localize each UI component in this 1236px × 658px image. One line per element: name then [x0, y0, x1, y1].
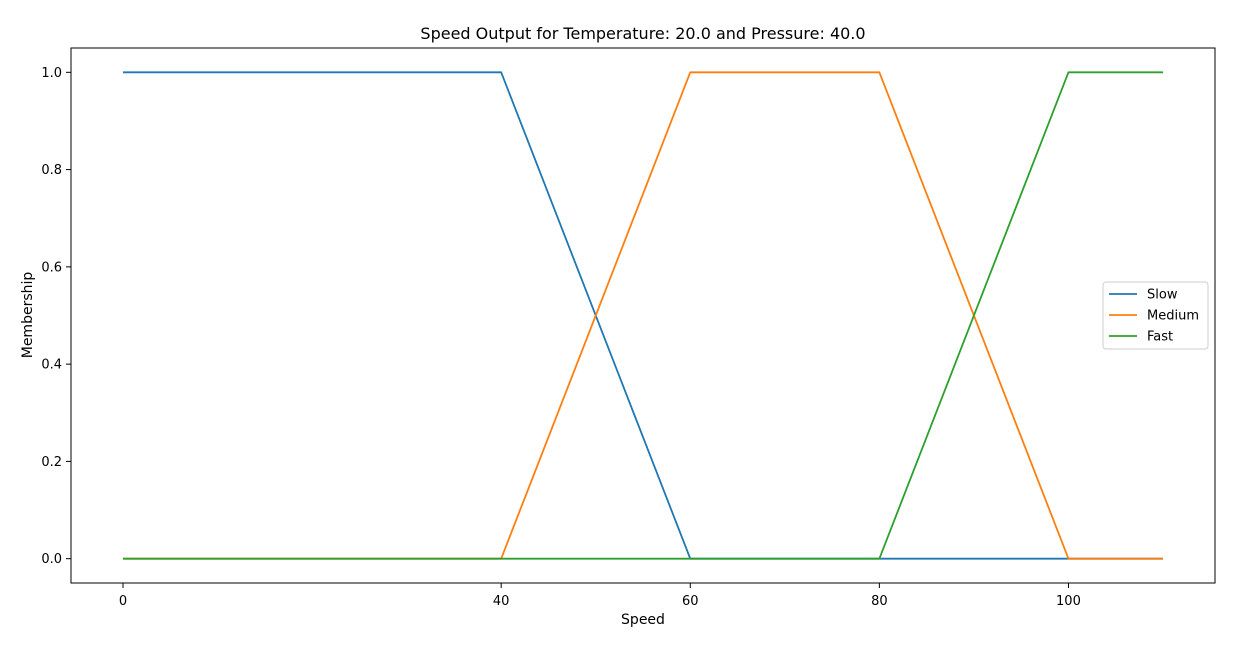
x-axis-label: Speed [621, 612, 665, 628]
x-tick-label: 60 [682, 594, 699, 609]
legend: Slow Medium Fast [1102, 281, 1209, 350]
y-axis-ticks: 0.0 0.2 0.4 0.6 0.8 1.0 [41, 66, 71, 567]
y-tick-label: 1.0 [41, 66, 62, 81]
y-tick-label: 0.6 [41, 260, 62, 275]
x-tick-label: 80 [871, 594, 888, 609]
series-line-medium [123, 71, 1163, 560]
x-axis-ticks: 0 40 60 80 100 [119, 583, 1081, 609]
series-line-slow [123, 71, 1163, 560]
legend-label: Slow [1147, 288, 1178, 303]
x-tick-label: 100 [1056, 594, 1081, 609]
series-layer [123, 71, 1163, 560]
y-axis-label: Membership [20, 272, 36, 359]
legend-label: Fast [1147, 330, 1173, 345]
x-tick-label: 40 [493, 594, 510, 609]
y-tick-label: 0.0 [41, 552, 62, 567]
series-line-fast [123, 71, 1163, 560]
legend-box [1102, 281, 1209, 350]
legend-label: Medium [1147, 309, 1199, 324]
y-tick-label: 0.4 [41, 358, 62, 373]
x-tick-label: 0 [119, 594, 127, 609]
chart-title: Speed Output for Temperature: 20.0 and P… [420, 24, 865, 43]
y-tick-label: 0.2 [41, 455, 62, 470]
plot-frame [70, 47, 1216, 584]
y-tick-label: 0.8 [41, 163, 62, 178]
